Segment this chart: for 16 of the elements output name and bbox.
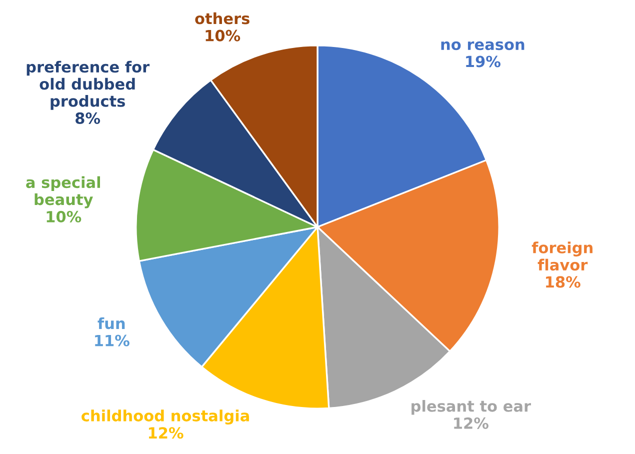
slice-label: fun [98,317,125,330]
slice-label: others [195,12,250,24]
data-label: 19% [466,56,500,68]
data-label: 10% [46,210,82,222]
slice-label: no reason [441,41,524,50]
data-label: 10% [206,30,240,42]
slice-label: foreign flavor [532,242,592,271]
data-label: 11% [95,334,130,346]
data-label: 12% [148,427,184,439]
slice-label: a special beauty [26,176,100,208]
data-label: 8% [76,112,100,124]
data-label: 12% [454,417,488,429]
slice-label: preference for old dubbed products [26,60,150,110]
slice-label: plesant to ear [412,400,531,415]
slice-label: childhood nostalgia [82,410,249,425]
data-label: 18% [546,276,580,288]
